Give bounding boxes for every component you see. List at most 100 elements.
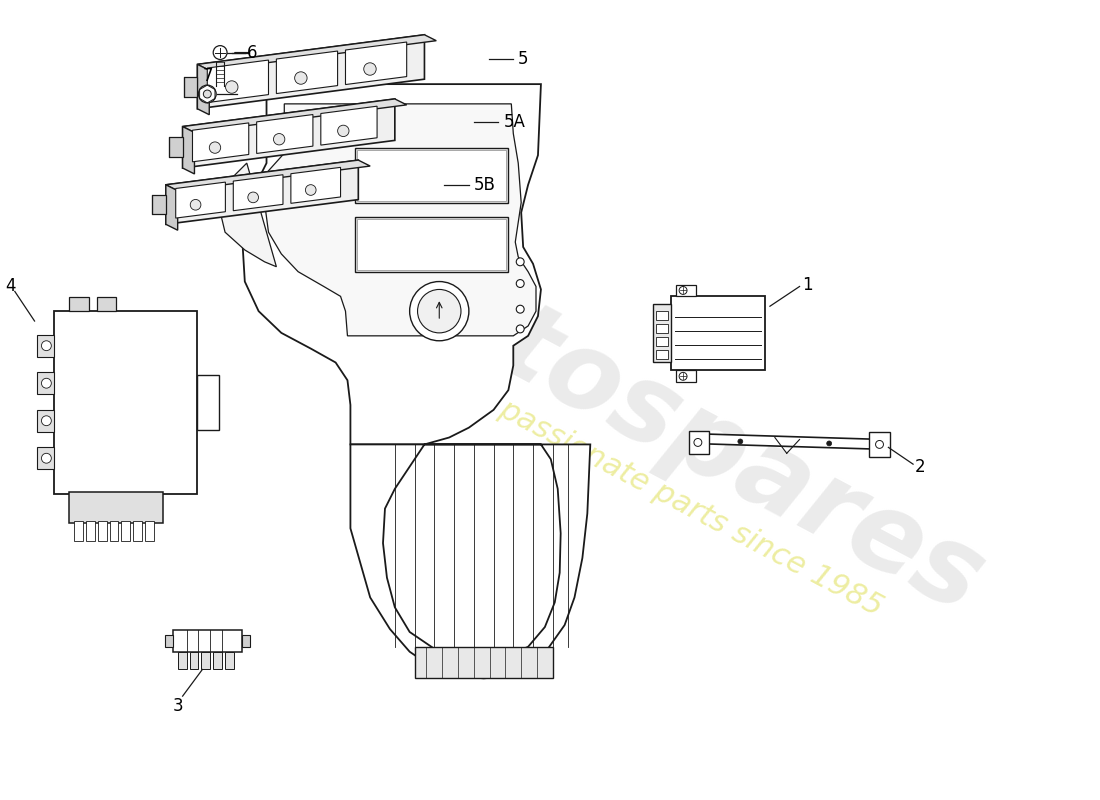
Polygon shape [197,64,209,114]
Text: 5: 5 [518,50,529,69]
Polygon shape [233,174,283,210]
Bar [145,522,154,541]
Polygon shape [183,99,407,133]
Text: 6: 6 [246,43,257,62]
Bar [676,370,696,382]
Polygon shape [166,160,359,224]
Circle shape [295,72,307,84]
Text: 4: 4 [4,278,15,295]
Bar [110,522,119,541]
Circle shape [204,90,211,98]
Bar [36,372,54,394]
Circle shape [198,85,217,103]
Bar [69,492,163,523]
Bar [133,522,142,541]
Circle shape [516,325,525,333]
Text: passionate parts since 1985: passionate parts since 1985 [494,394,888,622]
Circle shape [516,258,525,266]
Bar [355,148,508,202]
Circle shape [679,372,688,380]
Bar [86,522,95,541]
Circle shape [364,62,376,75]
Polygon shape [345,42,407,85]
Polygon shape [192,123,249,162]
Polygon shape [691,434,883,450]
Text: 2: 2 [915,458,926,476]
Polygon shape [276,51,338,94]
Circle shape [274,134,285,145]
Bar [657,324,669,333]
Bar [54,311,197,494]
Bar [69,298,89,311]
Polygon shape [321,106,377,145]
Circle shape [516,279,525,287]
Text: 5A: 5A [504,113,526,130]
Bar [213,652,222,670]
Circle shape [827,441,832,446]
Circle shape [694,438,702,446]
Bar [355,218,508,272]
Circle shape [209,142,221,154]
Circle shape [42,341,52,350]
Bar [657,337,669,346]
Polygon shape [197,34,425,109]
Polygon shape [207,60,268,102]
Bar [189,652,198,670]
Circle shape [226,81,238,94]
Bar [676,285,696,296]
Bar [358,219,506,270]
Bar [226,652,234,670]
Circle shape [679,286,688,294]
Circle shape [409,282,469,341]
Bar [415,646,553,678]
Polygon shape [183,126,195,174]
Bar [869,431,890,458]
Circle shape [190,199,201,210]
Text: 5B: 5B [474,176,496,194]
Polygon shape [219,163,276,266]
Bar [36,335,54,357]
Bar [184,78,197,97]
Bar [97,298,117,311]
Circle shape [306,185,316,195]
Polygon shape [264,104,536,336]
Bar [36,410,54,431]
Bar [178,652,187,670]
Bar [36,447,54,469]
Bar [358,150,506,201]
Polygon shape [166,160,371,190]
Polygon shape [176,182,226,218]
Bar [121,522,130,541]
Bar [657,311,669,320]
Bar [173,630,242,652]
Circle shape [738,439,742,444]
Circle shape [42,454,52,463]
Text: 3: 3 [173,697,184,715]
Bar [168,138,183,157]
Bar [74,522,82,541]
Bar [197,375,219,430]
Text: e-autospares: e-autospares [243,165,1001,635]
Bar [152,194,166,214]
Bar [689,430,708,454]
Polygon shape [183,99,395,168]
Polygon shape [197,34,437,70]
Bar [165,635,173,646]
Bar [653,304,671,362]
Polygon shape [242,84,541,445]
Polygon shape [256,114,312,154]
Polygon shape [290,167,341,203]
Circle shape [42,416,52,426]
Polygon shape [166,185,178,230]
Bar [201,652,210,670]
Text: 1: 1 [803,275,813,294]
Circle shape [516,306,525,313]
Bar [98,522,107,541]
Text: 7: 7 [202,67,213,86]
Bar [671,296,764,370]
Bar [242,635,250,646]
Bar [657,350,669,358]
Circle shape [418,290,461,333]
Circle shape [213,46,227,59]
Circle shape [876,441,883,448]
